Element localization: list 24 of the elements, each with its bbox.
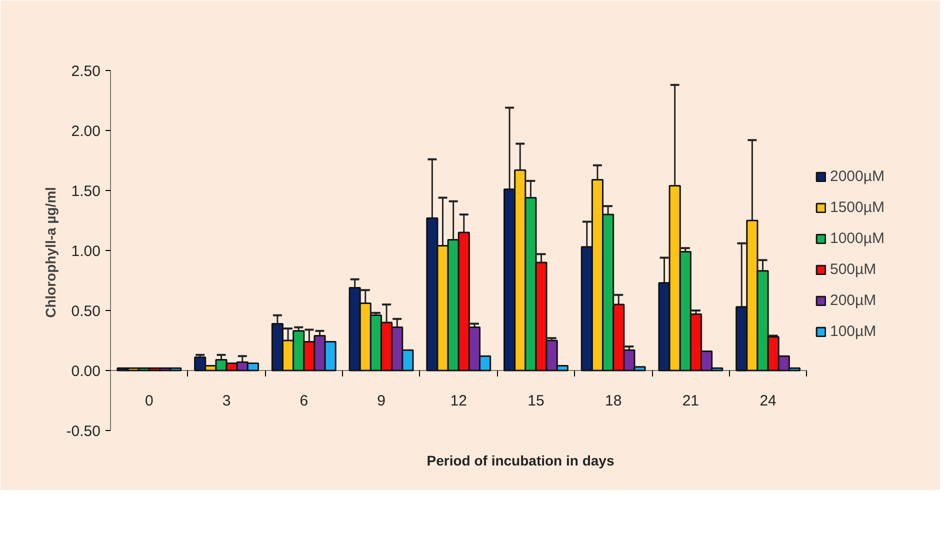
y-tick-label: 0.00 (71, 363, 101, 380)
legend-label: 1500µM (830, 199, 885, 216)
legend-label: 500µM (830, 261, 876, 278)
x-tick-label: 9 (377, 392, 386, 410)
x-tick-label: 3 (222, 392, 231, 410)
y-tick-label: 1.50 (71, 183, 101, 200)
y-tick-label: 1.00 (71, 243, 101, 260)
x-tick-label: 24 (760, 392, 776, 410)
y-tick-label: 2.00 (71, 123, 101, 140)
x-tick-label: 6 (300, 392, 308, 410)
x-tick-label: 12 (450, 392, 467, 410)
legend-label: 1000µM (830, 230, 885, 247)
x-tick-label: 18 (604, 392, 622, 410)
x-tick-label: 0 (145, 392, 154, 410)
y-tick-label: -0.50 (66, 423, 101, 440)
x-tick-label: 21 (682, 392, 700, 410)
legend-label: 200µM (830, 292, 876, 309)
legend-label: 2000µM (830, 168, 885, 185)
y-tick-label: 0.50 (71, 303, 101, 320)
x-axis-title: Period of incubation in days (426, 452, 614, 468)
legend-label: 100µM (830, 323, 876, 340)
y-tick-label: 2.50 (71, 63, 101, 80)
x-tick-label: 15 (528, 392, 544, 410)
y-axis-title: Chlorophyll-a µg/ml (42, 186, 58, 318)
